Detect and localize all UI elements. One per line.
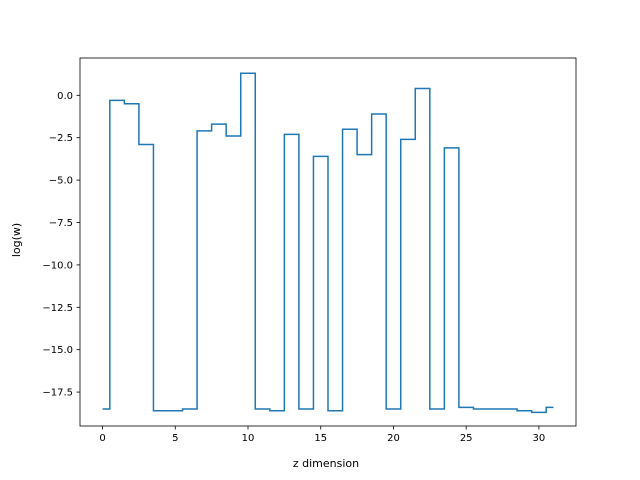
y-tick-label: −10.0 [42, 260, 73, 271]
x-tick-label: 15 [314, 433, 327, 444]
y-tick-label: −7.5 [49, 218, 73, 229]
y-tick-label: −15.0 [42, 345, 73, 356]
x-tick-label: 5 [172, 433, 178, 444]
x-tick-label: 30 [533, 433, 546, 444]
axes-frame [79, 57, 577, 427]
y-tick-label: 0.0 [57, 91, 73, 102]
x-tick-label: 0 [99, 433, 105, 444]
x-tick-label: 25 [460, 433, 473, 444]
axes-layer: 0 5 10 15 20 25 30 0.0 −2.5 −5.0 −7.5 −10.0 −12.5 −15… [42, 57, 577, 444]
x-axis-label: z dimension [293, 457, 359, 470]
y-tick-label: −17.5 [42, 388, 73, 399]
series-line-0 [102, 72, 554, 414]
y-tick-label: −12.5 [42, 303, 73, 314]
y-axis-label: log(w) [10, 223, 23, 257]
y-tick-label: −2.5 [49, 133, 73, 144]
x-tick-label: 20 [387, 433, 400, 444]
y-tick-label: −5.0 [49, 176, 73, 187]
plot-layer [102, 72, 554, 414]
x-tick-label: 10 [242, 433, 255, 444]
